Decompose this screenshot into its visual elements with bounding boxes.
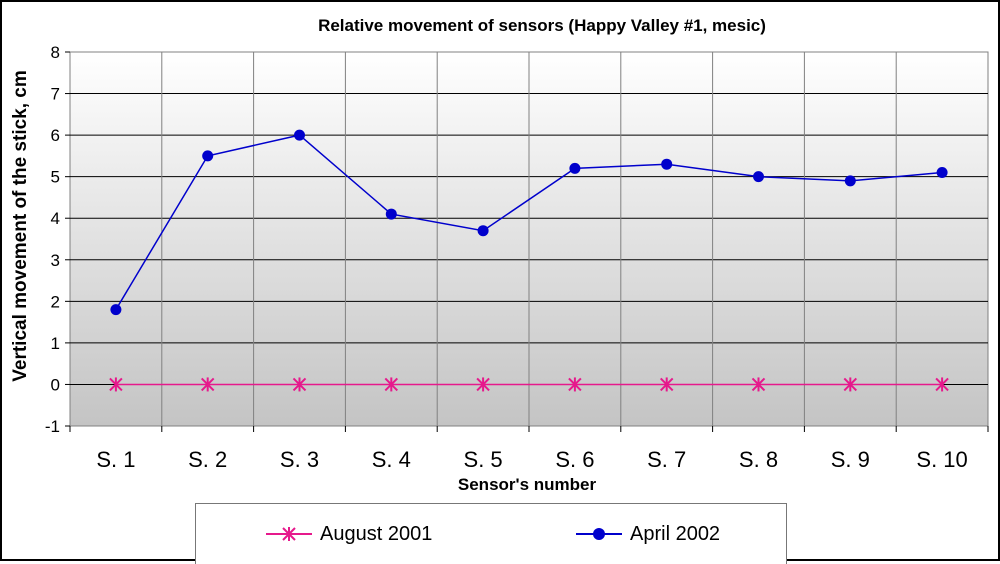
- series-layer: [109, 129, 949, 392]
- data-point: [109, 377, 123, 392]
- y-tick-label: 2: [51, 292, 60, 311]
- x-tick-label: S. 5: [464, 447, 503, 472]
- x-tick-label: S. 8: [739, 447, 778, 472]
- legend-item-april-2002: April 2002: [576, 504, 720, 564]
- data-point: [294, 129, 305, 141]
- data-point: [202, 150, 214, 162]
- data-point: [844, 175, 856, 187]
- data-point: [751, 377, 766, 392]
- data-point: [661, 158, 673, 170]
- y-axis-label: Vertical movement of the stick, cm: [10, 70, 31, 382]
- x-tick-label: S. 1: [96, 447, 135, 472]
- legend: August 2001 April 2002: [195, 503, 787, 564]
- y-tick-label: 4: [51, 209, 60, 228]
- data-point: [476, 377, 490, 392]
- line-chart: Relative movement of sensors (Happy Vall…: [10, 16, 989, 494]
- y-tick-label: 7: [51, 85, 60, 104]
- series-august-2001: [109, 377, 949, 392]
- x-tick-label: S. 7: [647, 447, 686, 472]
- x-tick-label: S. 10: [916, 447, 967, 472]
- data-point: [659, 377, 674, 392]
- data-point: [477, 225, 489, 237]
- x-tick-label: S. 4: [372, 447, 411, 472]
- legend-label: August 2001: [320, 522, 433, 545]
- data-point: [385, 208, 397, 220]
- y-tick-label: 1: [51, 334, 60, 353]
- y-tick-label: -1: [45, 417, 60, 436]
- data-point: [110, 304, 122, 316]
- y-tick-label: 3: [51, 251, 60, 270]
- y-tick-label: 5: [51, 168, 60, 187]
- asterisk-marker-icon: [266, 527, 312, 541]
- data-point: [936, 167, 948, 179]
- x-tick-label: S. 9: [831, 447, 870, 472]
- series-april-2002: [110, 129, 948, 316]
- data-point: [200, 377, 215, 392]
- data-point: [568, 377, 582, 392]
- data-point: [292, 377, 307, 392]
- y-axis-ticks: -1 0 1 2 3 4 5 6 7 8: [45, 43, 70, 436]
- circle-marker-icon: [576, 528, 622, 540]
- chart-title: Relative movement of sensors (Happy Vall…: [318, 16, 766, 35]
- data-point: [569, 162, 581, 174]
- x-axis-ticks: S. 1 S. 2 S. 3 S. 4 S. 5 S. 6 S. 7 S. 8 S. 9 S. 1…: [69, 426, 989, 472]
- legend-item-august-2001: August 2001: [266, 504, 432, 564]
- data-point: [843, 377, 858, 392]
- series-line: [115, 134, 943, 311]
- x-tick-label: S. 3: [280, 447, 319, 472]
- data-point: [935, 377, 949, 392]
- data-point: [753, 171, 764, 183]
- y-tick-label: 8: [51, 43, 60, 62]
- x-tick-label: S. 6: [555, 447, 594, 472]
- y-tick-label: 0: [51, 375, 60, 394]
- y-tick-label: 6: [51, 126, 60, 145]
- x-axis-label: Sensor's number: [458, 475, 597, 494]
- legend-label: April 2002: [630, 522, 721, 545]
- data-point: [384, 377, 399, 392]
- x-tick-label: S. 2: [188, 447, 227, 472]
